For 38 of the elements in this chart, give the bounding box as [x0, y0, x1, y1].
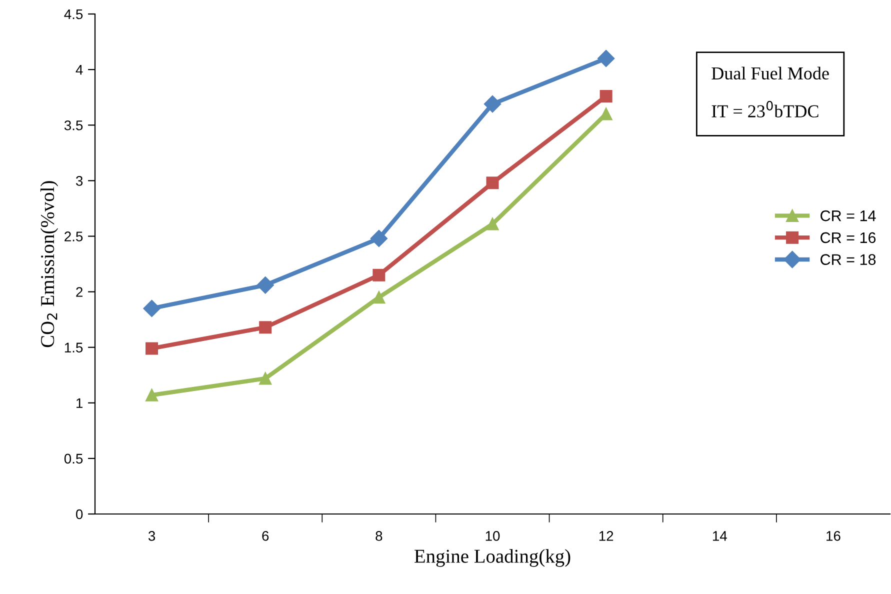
point [372, 268, 386, 282]
annotation: Dual Fuel Mode [712, 66, 829, 80]
point [259, 372, 272, 385]
y-tick-label: 1.5 [64, 342, 83, 353]
annotation: IT = 23$^{0}$bTDC [712, 100, 818, 118]
point [370, 230, 388, 247]
y-tick-label: 4 [76, 65, 83, 75]
y-axis-title: CO$_{2}$ Emission(%vol) [40, 181, 58, 348]
x-tick-label: 10 [486, 531, 500, 541]
y-tick-label: 2.5 [64, 232, 83, 242]
point [598, 50, 615, 67]
y-tick-label: 0 [76, 509, 83, 520]
y-tick-label: 3 [76, 176, 83, 186]
point [146, 388, 158, 402]
point [143, 300, 160, 317]
point [486, 176, 499, 190]
point [146, 342, 158, 355]
x-tick-label: 12 [599, 531, 614, 541]
legend-label: CR = 14 [820, 210, 876, 222]
x-axis-title: Engine Loading(kg) [414, 549, 570, 567]
legend-label: CR = 18 [820, 254, 876, 265]
point [259, 321, 272, 334]
y-tick-label: 1 [76, 398, 83, 408]
y-tick-label: 0.5 [64, 454, 83, 464]
y-tick-label: 2 [76, 287, 82, 297]
point [486, 218, 499, 230]
x-tick-label: 16 [826, 531, 840, 541]
y-tick-label: 3.5 [64, 120, 83, 130]
x-tick-label: 8 [376, 531, 382, 541]
y-tick-label: 4.5 [64, 9, 83, 20]
x-tick-label: 3 [148, 531, 156, 541]
point [372, 291, 386, 304]
x-tick-label: 6 [262, 531, 269, 541]
point [600, 90, 612, 102]
point [484, 95, 502, 113]
point [256, 276, 274, 294]
x-tick-label: 14 [712, 531, 727, 541]
legend-label: CR = 16 [820, 232, 876, 244]
